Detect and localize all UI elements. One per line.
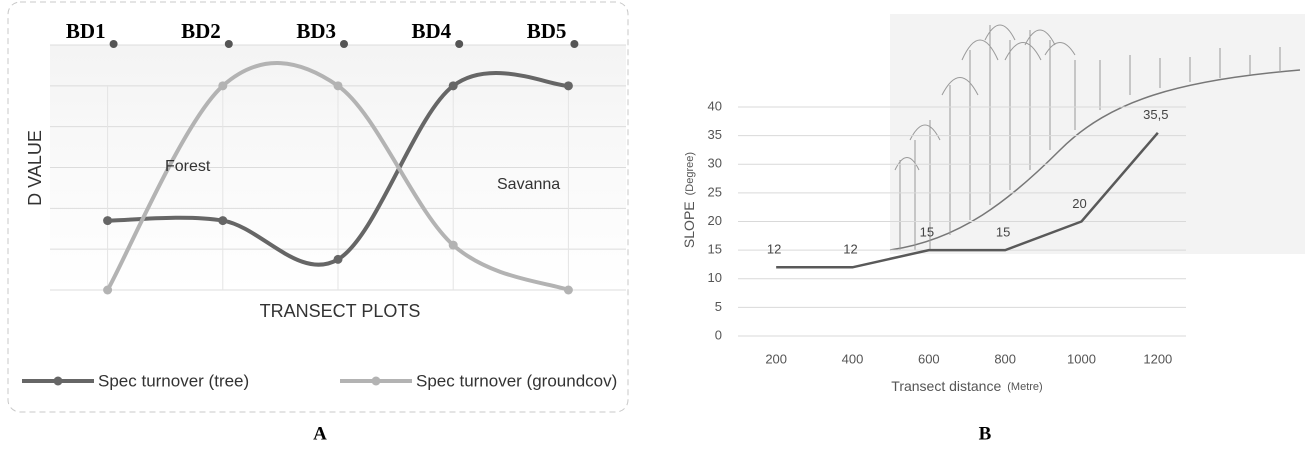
legend-label: Spec turnover (groundcov) xyxy=(416,371,617,390)
legend-dot xyxy=(371,376,381,386)
category-label: BD2 xyxy=(181,19,221,43)
category-dot xyxy=(224,40,233,48)
data-label: 15 xyxy=(920,225,934,240)
y-tick-label: 40 xyxy=(708,98,722,113)
y-tick-label: 30 xyxy=(708,156,722,171)
sketch xyxy=(889,14,1305,254)
y-tick-label: 25 xyxy=(708,184,722,199)
data-label: 20 xyxy=(1072,196,1086,211)
x-tick-label: 200 xyxy=(765,351,787,366)
legend-dot xyxy=(53,376,63,386)
y-axis-title: D VALUE xyxy=(25,130,45,206)
x-axis-title: Transect distance (Metre) xyxy=(891,378,1042,394)
data-point xyxy=(563,81,573,91)
data-point xyxy=(103,285,113,295)
x-tick-label: 800 xyxy=(994,351,1016,366)
y-tick-label: 10 xyxy=(708,270,722,285)
x-axis-unit: (Metre) xyxy=(1007,381,1042,393)
data-point xyxy=(333,254,343,264)
y-axis-title: SLOPE (Degree) xyxy=(681,152,697,248)
x-tick-label: 1000 xyxy=(1067,351,1096,366)
category-label: BD5 xyxy=(527,19,567,43)
data-point xyxy=(218,81,228,91)
series-line xyxy=(107,70,569,267)
y-tick-label: 20 xyxy=(708,213,722,228)
y-tick-label: 15 xyxy=(708,242,722,257)
series-line xyxy=(776,131,1159,269)
x-axis-title: TRANSECT PLOTS xyxy=(260,301,421,321)
data-label: 35,5 xyxy=(1143,107,1168,122)
category-dot xyxy=(455,40,464,48)
data-label: 15 xyxy=(996,225,1010,240)
legend-label: Spec turnover (tree) xyxy=(98,371,249,390)
y-tick-label: 35 xyxy=(708,127,722,142)
data-point xyxy=(448,81,458,91)
annotation: Forest xyxy=(165,158,211,175)
data-point xyxy=(333,81,343,91)
data-label: 12 xyxy=(843,242,857,257)
data-point xyxy=(563,285,573,295)
y-tick-label: 0 xyxy=(715,327,722,342)
panel-label: B xyxy=(979,423,992,444)
category-dot xyxy=(570,40,579,48)
category-label: BD4 xyxy=(412,19,452,43)
data-point xyxy=(103,216,113,226)
panel-label: A xyxy=(313,423,327,444)
x-tick-label: 600 xyxy=(918,351,940,366)
y-tick-label: 5 xyxy=(715,299,722,314)
x-tick-label: 400 xyxy=(842,351,864,366)
category-dot xyxy=(109,40,118,48)
category-label: BD1 xyxy=(66,19,106,43)
data-point xyxy=(448,240,458,250)
data-label: 12 xyxy=(767,242,781,257)
y-axis-title-text: SLOPE xyxy=(681,201,697,248)
y-axis-unit: (Degree) xyxy=(684,152,696,195)
data-point xyxy=(218,216,228,226)
annotation: Savanna xyxy=(497,176,560,193)
x-tick-label: 1200 xyxy=(1143,351,1172,366)
category-label: BD3 xyxy=(296,19,336,43)
category-dot xyxy=(340,40,348,48)
x-axis-title-text: Transect distance xyxy=(891,378,1001,394)
